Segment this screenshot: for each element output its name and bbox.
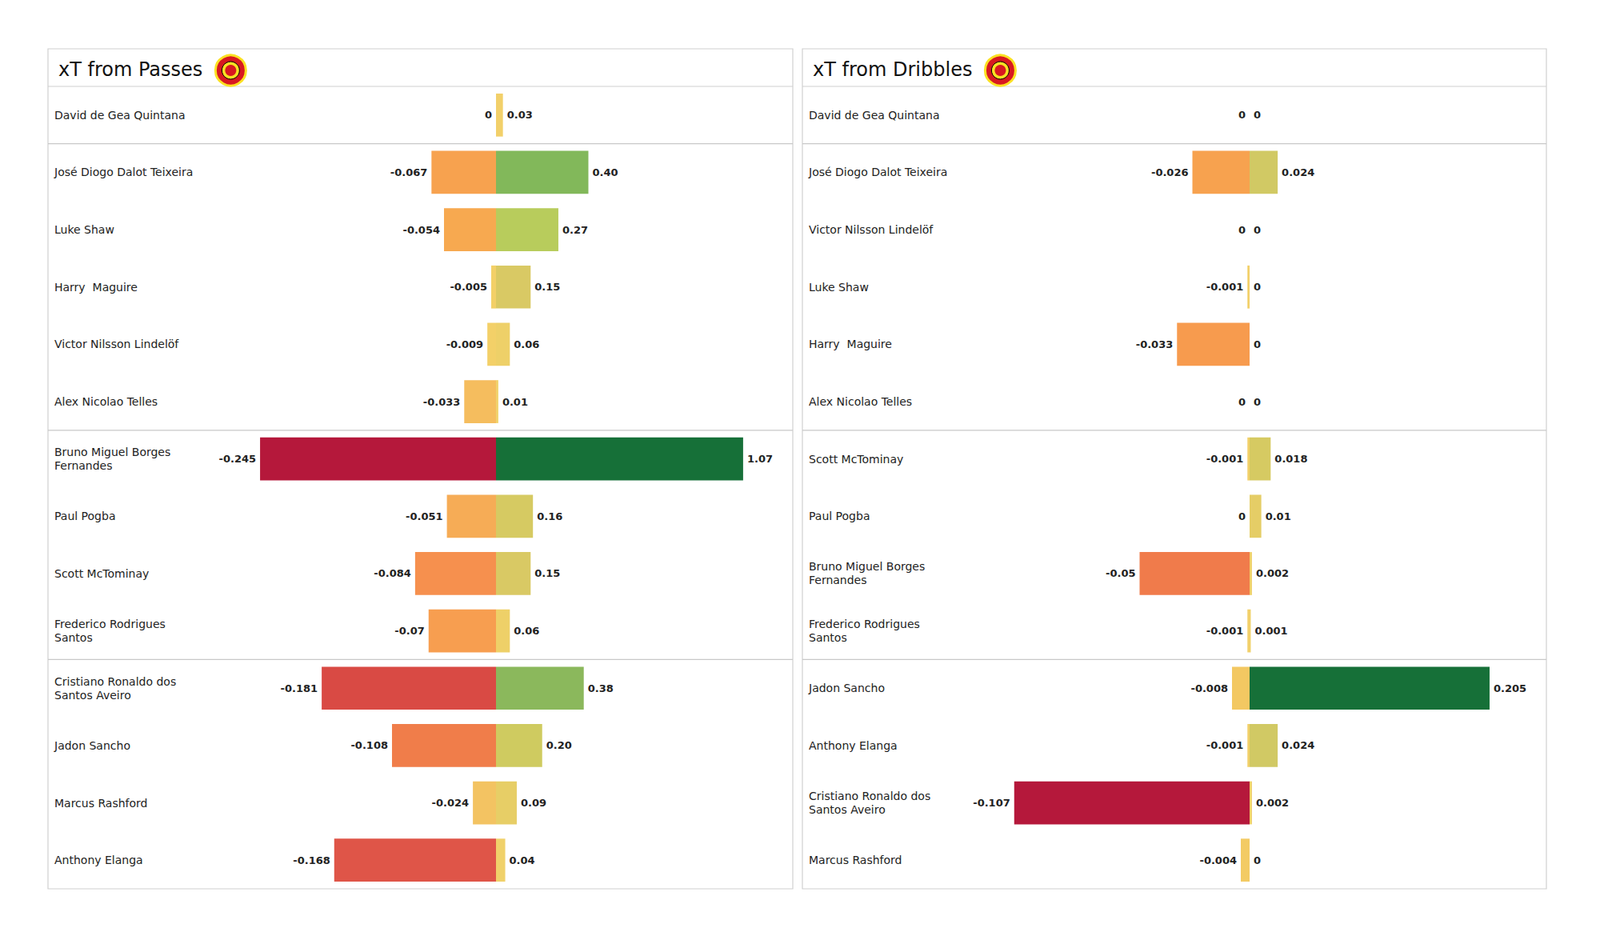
svg-text:Cristiano Ronaldo dos: Cristiano Ronaldo dos	[54, 675, 176, 688]
svg-text:David de Gea Quintana: David de Gea Quintana	[808, 108, 940, 122]
svg-text:0.40: 0.40	[592, 166, 618, 179]
svg-text:Luke Shaw: Luke Shaw	[808, 280, 869, 294]
svg-text:-0.107: -0.107	[972, 796, 1011, 809]
svg-text:0.024: 0.024	[1281, 166, 1315, 179]
svg-text:0.024: 0.024	[1281, 739, 1315, 752]
svg-text:Harry Maguire: Harry Maguire	[54, 280, 138, 294]
svg-text:Marcus Rashford: Marcus Rashford	[54, 796, 148, 810]
svg-text:Santos Aveiro: Santos Aveiro	[54, 688, 132, 702]
svg-text:Santos: Santos	[54, 631, 93, 644]
svg-text:Anthony Elanga: Anthony Elanga	[808, 739, 898, 752]
svg-text:0.01: 0.01	[1265, 510, 1292, 523]
svg-text:-0.245: -0.245	[219, 452, 257, 465]
svg-text:Fernandes: Fernandes	[808, 573, 868, 587]
svg-text:0: 0	[1253, 108, 1261, 121]
svg-text:xT from Passes: xT from Passes	[58, 58, 203, 81]
svg-text:Frederico Rodrigues: Frederico Rodrigues	[54, 617, 166, 631]
svg-text:Cristiano Ronaldo dos: Cristiano Ronaldo dos	[808, 789, 931, 803]
svg-text:Paul Pogba: Paul Pogba	[54, 509, 116, 523]
svg-text:-0.005: -0.005	[449, 280, 488, 293]
svg-text:Jadon Sancho: Jadon Sancho	[53, 739, 131, 752]
svg-text:-0.051: -0.051	[405, 510, 444, 523]
svg-text:-0.033: -0.033	[1136, 338, 1174, 351]
svg-text:0.01: 0.01	[502, 396, 528, 408]
svg-text:0.16: 0.16	[536, 510, 563, 523]
svg-text:0.018: 0.018	[1274, 452, 1308, 465]
svg-text:0: 0	[1253, 338, 1261, 351]
svg-text:-0.067: -0.067	[390, 166, 428, 179]
svg-text:xT from Dribbles: xT from Dribbles	[812, 58, 972, 81]
svg-text:-0.033: -0.033	[423, 396, 461, 408]
svg-text:-0.054: -0.054	[402, 224, 440, 236]
svg-text:Scott McTominay: Scott McTominay	[54, 567, 149, 580]
svg-text:Alex Nicolao Telles: Alex Nicolao Telles	[54, 395, 158, 408]
svg-text:Harry Maguire: Harry Maguire	[808, 337, 892, 351]
svg-text:-0.009: -0.009	[446, 338, 484, 351]
svg-text:0.002: 0.002	[1256, 567, 1289, 580]
svg-text:-0.024: -0.024	[432, 796, 470, 809]
svg-text:José Diogo Dalot Teixeira: José Diogo Dalot Teixeira	[53, 165, 193, 179]
svg-text:Victor Nilsson Lindelöf: Victor Nilsson Lindelöf	[54, 337, 180, 351]
svg-text:-0.004: -0.004	[1199, 854, 1237, 867]
svg-text:0: 0	[1238, 108, 1246, 121]
svg-text:-0.07: -0.07	[394, 624, 424, 637]
svg-text:1.07: 1.07	[747, 452, 773, 465]
svg-text:-0.001: -0.001	[1206, 452, 1244, 465]
svg-text:0.15: 0.15	[534, 567, 560, 580]
svg-text:Paul Pogba: Paul Pogba	[808, 509, 870, 523]
svg-text:-0.001: -0.001	[1206, 280, 1244, 293]
svg-text:-0.05: -0.05	[1105, 567, 1136, 580]
svg-text:0: 0	[1253, 280, 1261, 293]
svg-text:0.205: 0.205	[1493, 682, 1527, 695]
svg-text:0.001: 0.001	[1254, 624, 1288, 637]
svg-text:Marcus Rashford: Marcus Rashford	[808, 853, 902, 867]
svg-text:0.15: 0.15	[534, 280, 560, 293]
svg-text:0.002: 0.002	[1256, 796, 1289, 809]
svg-text:0: 0	[1238, 510, 1246, 523]
svg-text:Santos Aveiro: Santos Aveiro	[808, 803, 886, 816]
svg-text:-0.108: -0.108	[350, 739, 388, 752]
svg-text:0.27: 0.27	[562, 224, 588, 236]
svg-text:-0.001: -0.001	[1206, 739, 1244, 752]
svg-text:Scott McTominay: Scott McTominay	[808, 452, 904, 466]
svg-text:-0.001: -0.001	[1206, 624, 1244, 637]
svg-text:0.20: 0.20	[546, 739, 572, 752]
svg-text:0: 0	[1253, 854, 1261, 867]
svg-text:0.04: 0.04	[509, 854, 536, 867]
svg-text:Bruno Miguel Borges: Bruno Miguel Borges	[54, 445, 171, 459]
svg-text:0: 0	[1253, 224, 1261, 236]
svg-text:Anthony Elanga: Anthony Elanga	[54, 853, 144, 867]
svg-text:-0.084: -0.084	[373, 567, 412, 580]
svg-text:0.06: 0.06	[513, 624, 540, 637]
svg-text:Frederico Rodrigues: Frederico Rodrigues	[808, 617, 920, 631]
svg-text:Luke Shaw: Luke Shaw	[54, 223, 115, 236]
svg-text:Victor Nilsson Lindelöf: Victor Nilsson Lindelöf	[808, 223, 934, 236]
svg-text:-0.026: -0.026	[1151, 166, 1189, 179]
svg-text:-0.168: -0.168	[292, 854, 331, 867]
svg-text:0: 0	[1238, 224, 1246, 236]
svg-text:0: 0	[484, 108, 492, 121]
svg-text:0: 0	[1253, 396, 1261, 408]
svg-text:0.03: 0.03	[507, 108, 533, 121]
svg-text:0.09: 0.09	[520, 796, 547, 809]
svg-text:Alex Nicolao Telles: Alex Nicolao Telles	[808, 395, 912, 408]
svg-text:-0.181: -0.181	[280, 682, 319, 695]
svg-text:0: 0	[1238, 396, 1246, 408]
svg-text:Bruno Miguel Borges: Bruno Miguel Borges	[808, 560, 925, 573]
svg-text:José Diogo Dalot Teixeira: José Diogo Dalot Teixeira	[808, 165, 948, 179]
svg-text:David de Gea Quintana: David de Gea Quintana	[54, 108, 186, 122]
svg-text:-0.008: -0.008	[1190, 682, 1228, 695]
svg-text:0.38: 0.38	[588, 682, 614, 695]
svg-text:Jadon Sancho: Jadon Sancho	[808, 681, 885, 695]
svg-text:Fernandes: Fernandes	[54, 459, 113, 472]
svg-text:0.06: 0.06	[513, 338, 540, 351]
svg-text:Santos: Santos	[808, 631, 848, 644]
